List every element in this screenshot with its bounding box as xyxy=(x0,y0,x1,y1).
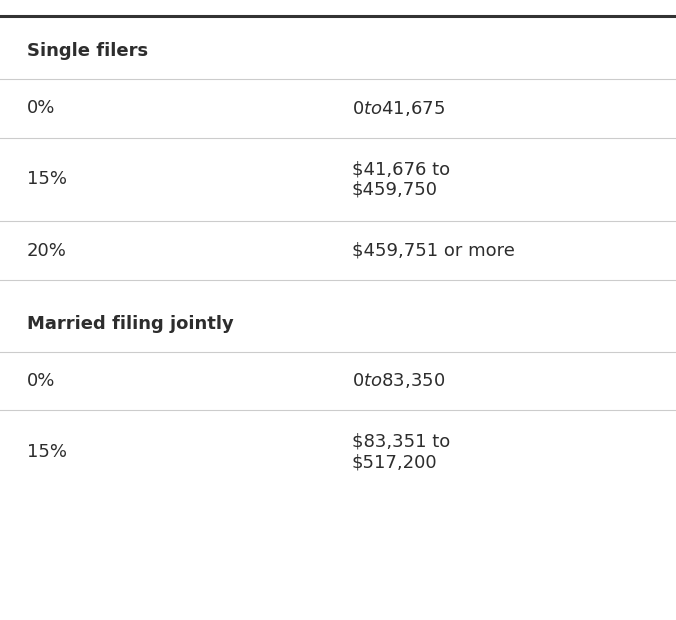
Text: 15%: 15% xyxy=(27,170,67,188)
Text: Single filers: Single filers xyxy=(27,42,148,60)
Text: $459,751 or more: $459,751 or more xyxy=(352,242,514,260)
Text: $83,351 to
$517,200: $83,351 to $517,200 xyxy=(352,433,450,472)
Text: Married filing jointly: Married filing jointly xyxy=(27,314,234,333)
Text: 20%: 20% xyxy=(27,242,67,260)
Text: $0 to $41,675: $0 to $41,675 xyxy=(352,99,444,118)
Text: 0%: 0% xyxy=(27,99,55,117)
Text: 0%: 0% xyxy=(27,372,55,390)
Text: $0 to $83,350: $0 to $83,350 xyxy=(352,371,445,391)
Text: $41,676 to
$459,750: $41,676 to $459,750 xyxy=(352,160,450,199)
Text: 15%: 15% xyxy=(27,443,67,461)
